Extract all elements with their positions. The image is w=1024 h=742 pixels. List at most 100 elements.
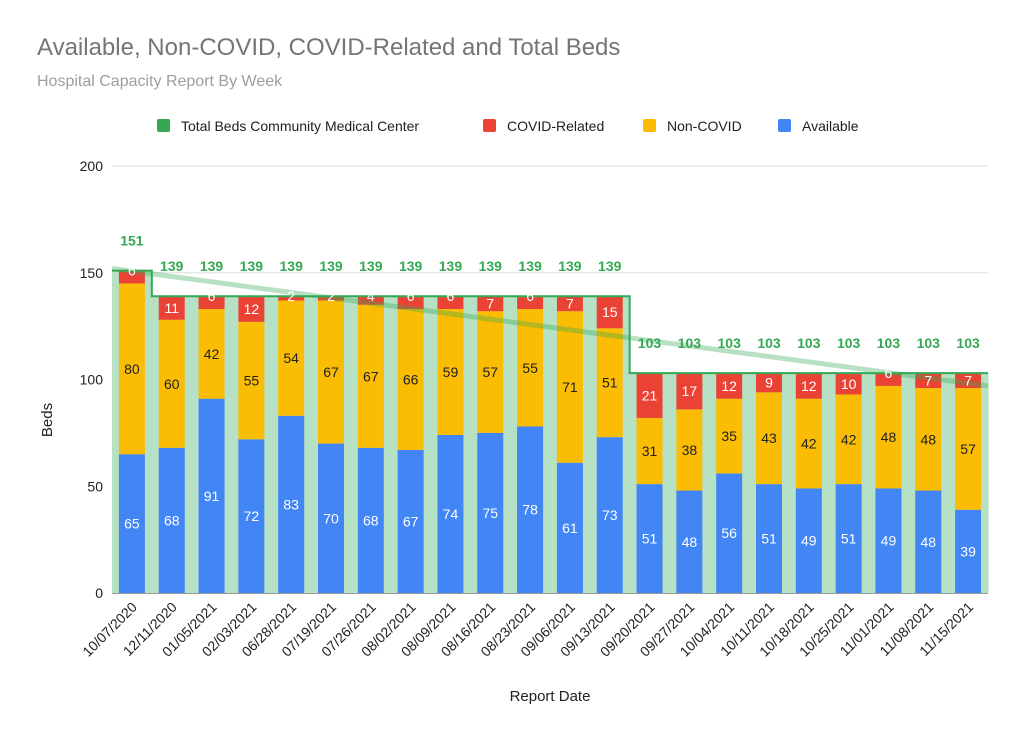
- bar-value-label: 65: [124, 516, 140, 532]
- bar-non-covid: [198, 309, 225, 399]
- bar-value-label: 66: [403, 372, 419, 388]
- bar-covid-related: [596, 296, 623, 329]
- bar-non-covid: [756, 392, 782, 485]
- bar-covid-related: [875, 373, 902, 386]
- bar-covid-related: [756, 373, 782, 393]
- bar-value-label: 39: [960, 543, 976, 559]
- total-value-label: 139: [200, 258, 224, 274]
- y-tick-label: 100: [80, 372, 104, 388]
- total-lines: [111, 266, 989, 389]
- bar-non-covid: [716, 398, 743, 474]
- bar-available: [636, 484, 663, 593]
- bar-value-label: 2: [287, 288, 295, 304]
- legend-label: Total Beds Community Medical Center: [181, 118, 419, 134]
- bar-value-label: 49: [801, 533, 817, 549]
- bar-available: [318, 443, 344, 593]
- bar-non-covid: [596, 328, 623, 438]
- bar-value-label: 83: [283, 496, 299, 512]
- bar-value-label: 2: [327, 288, 335, 304]
- bar-value-label: 7: [566, 296, 574, 312]
- bar-value-label: 68: [164, 512, 180, 528]
- bar-non-covid: [955, 388, 982, 510]
- bar-available: [118, 454, 145, 593]
- total-value-label: 103: [877, 335, 901, 351]
- bar-value-label: 72: [244, 508, 260, 524]
- bar-non-covid: [915, 388, 942, 491]
- bar-value-label: 54: [283, 350, 299, 366]
- bar-value-label: 38: [682, 442, 698, 458]
- bar-available: [357, 447, 384, 593]
- bar-covid-related: [676, 373, 703, 410]
- bar-non-covid: [238, 321, 265, 440]
- bar-value-label: 6: [407, 288, 415, 304]
- data-labels: 6580668601191426725512835427067268674676…: [120, 233, 980, 560]
- total-value-label: 103: [638, 335, 662, 351]
- x-axis-title: Report Date: [510, 688, 591, 705]
- bar-value-label: 57: [482, 364, 498, 380]
- bar-available: [795, 488, 822, 593]
- chart-subtitle: Hospital Capacity Report By Week: [37, 73, 283, 90]
- bar-value-label: 7: [964, 373, 972, 389]
- chart-title: Available, Non-COVID, COVID-Related and …: [37, 34, 621, 61]
- bar-value-label: 15: [602, 304, 618, 320]
- total-value-label: 151: [120, 233, 144, 249]
- bar-available: [158, 447, 185, 593]
- bar-available: [556, 462, 583, 593]
- bar-value-label: 73: [602, 507, 618, 523]
- y-axis-title: Beds: [39, 403, 56, 437]
- bar-non-covid: [636, 417, 663, 485]
- total-beds-line: [112, 269, 988, 375]
- bar-available: [437, 435, 464, 593]
- legend-swatch-3: [778, 119, 791, 132]
- bar-non-covid: [318, 300, 344, 444]
- bar-covid-related: [158, 296, 185, 320]
- bar-value-label: 51: [602, 375, 618, 391]
- bar-value-label: 7: [924, 373, 932, 389]
- total-value-label: 139: [160, 258, 184, 274]
- bar-value-label: 42: [841, 431, 857, 447]
- legend-label: Non-COVID: [667, 118, 742, 134]
- bar-value-label: 6: [526, 288, 534, 304]
- bar-value-label: 57: [960, 441, 976, 457]
- bar-value-label: 91: [204, 488, 220, 504]
- total-value-label: 103: [956, 335, 980, 351]
- bars: [118, 270, 982, 593]
- bar-covid-related: [278, 296, 305, 301]
- bar-non-covid: [556, 311, 583, 463]
- bar-value-label: 78: [522, 502, 538, 518]
- bar-value-label: 48: [682, 534, 698, 550]
- bar-value-label: 21: [642, 388, 658, 404]
- bar-non-covid: [676, 409, 703, 491]
- bar-non-covid: [517, 309, 544, 427]
- bar-value-label: 55: [244, 373, 260, 389]
- bar-value-label: 9: [765, 375, 773, 391]
- bar-available: [517, 426, 544, 593]
- bar-value-label: 11: [164, 300, 179, 316]
- bar-value-label: 68: [363, 512, 379, 528]
- total-value-label: 103: [917, 335, 941, 351]
- bar-value-label: 75: [482, 505, 498, 521]
- bar-non-covid: [835, 394, 862, 485]
- bar-available: [198, 398, 225, 593]
- bar-value-label: 71: [562, 379, 578, 395]
- legend-swatch-2: [643, 119, 656, 132]
- bar-covid-related: [636, 373, 663, 418]
- bar-covid-related: [118, 270, 145, 284]
- bar-value-label: 31: [642, 443, 658, 459]
- bar-covid-related: [238, 296, 265, 322]
- bar-value-label: 4: [367, 288, 375, 304]
- bar-covid-related: [955, 373, 982, 389]
- total-value-label: 139: [479, 258, 503, 274]
- bar-non-covid: [397, 309, 424, 450]
- bar-value-label: 17: [682, 383, 698, 399]
- bar-value-label: 51: [761, 531, 777, 547]
- bar-value-label: 60: [164, 376, 180, 392]
- bar-covid-related: [795, 373, 822, 399]
- bar-value-label: 7: [486, 296, 494, 312]
- bar-value-label: 67: [403, 513, 419, 529]
- bar-value-label: 67: [363, 368, 379, 384]
- bar-value-label: 51: [841, 531, 857, 547]
- total-value-label: 139: [359, 258, 383, 274]
- total-value-label: 139: [439, 258, 463, 274]
